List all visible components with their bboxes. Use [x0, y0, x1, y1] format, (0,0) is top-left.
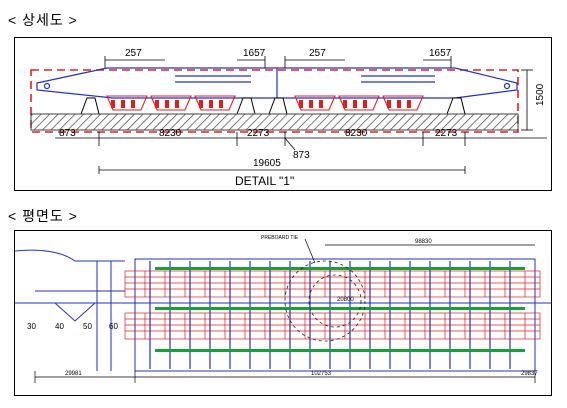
plan-bogie-grid [124, 270, 541, 340]
detail-caption: DETAIL "1" [235, 174, 294, 188]
dim-total: 19605 [253, 158, 281, 169]
dim-bottom-3: 2273 [247, 128, 270, 139]
plan-green-marks [155, 267, 525, 352]
dim-mid: 873 [293, 150, 310, 161]
dim-height: 1500 [535, 83, 546, 106]
plan-dashed-arcs [284, 260, 366, 342]
dim-bottom-2: 8230 [159, 128, 182, 139]
axis-label-30: 30 [27, 322, 36, 331]
dim-top-4: 1657 [429, 48, 452, 59]
plan-callout: PREBOARD TIE [261, 235, 299, 241]
plan-cross-members [149, 261, 511, 369]
rail-beams [36, 67, 518, 99]
axis-label-60: 60 [109, 322, 118, 331]
plan-drawing: 30 40 50 60 29981 102753 29837 20800 988… [15, 235, 551, 383]
dim-top-2: 1657 [243, 48, 266, 59]
dim-bottom-4: 8230 [345, 128, 368, 139]
plan-drawing-frame: 30 40 50 60 29981 102753 29837 20800 988… [14, 230, 552, 396]
axis-label-50: 50 [83, 322, 92, 331]
dim-top-1: 257 [125, 48, 142, 59]
plan-top-dim: 98830 [415, 239, 432, 245]
dim-top-3: 257 [309, 48, 326, 59]
dim-bottom-5: 2273 [435, 128, 458, 139]
plan-center-label: 20800 [337, 297, 354, 303]
plan-dim-right: 29837 [521, 371, 538, 377]
support-piers [80, 97, 466, 115]
dim-bottom-1: 873 [59, 128, 76, 139]
plan-dim-left: 29981 [65, 371, 82, 377]
plan-view-heading: < 평면도 > [8, 208, 78, 224]
plan-dimension-lines [34, 238, 536, 383]
envelope-outline [30, 69, 519, 133]
plan-rail-structure [15, 249, 551, 372]
plan-dim-center: 102753 [311, 371, 332, 377]
dimension-lines [55, 56, 547, 174]
bogie-groups [106, 95, 424, 111]
axis-label-40: 40 [55, 322, 64, 331]
detail-drawing-frame: 257 1657 257 1657 1500 873 8230 2273 823… [14, 37, 552, 191]
detail-view-heading: < 상세도 > [8, 12, 78, 28]
ground-hatch [30, 113, 519, 131]
detail-drawing: 257 1657 257 1657 1500 873 8230 2273 823… [30, 48, 547, 188]
